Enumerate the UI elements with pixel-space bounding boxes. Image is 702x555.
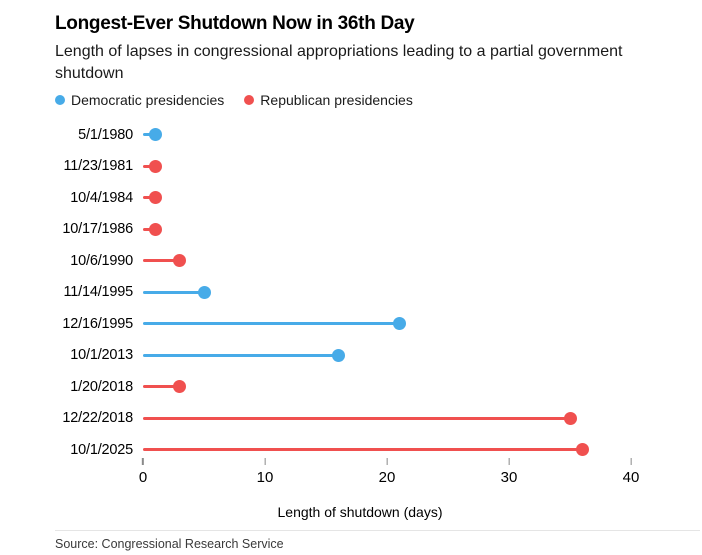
row-track [143, 411, 702, 425]
row-date-label: 10/4/1984 [70, 189, 133, 206]
chart-row: 10/1/2013 [0, 340, 702, 372]
tick-label: 0 [138, 469, 148, 486]
x-axis-label: Length of shutdown (days) [277, 504, 443, 520]
lollipop-dot [575, 443, 589, 457]
lollipop-stem [143, 380, 187, 394]
lollipop-dot [173, 254, 187, 268]
axis-tick: 0 [139, 458, 147, 486]
chart-row: 11/14/1995 [0, 277, 702, 309]
lollipop-stem [143, 317, 406, 331]
tick-label: 10 [256, 469, 274, 486]
lollipop-dot [148, 222, 162, 236]
axis-tick: 40 [622, 458, 640, 486]
tick-mark [264, 458, 266, 465]
row-date-label: 10/6/1990 [70, 252, 133, 269]
legend-item-democratic: Democratic presidencies [55, 92, 224, 108]
legend-label: Republican presidencies [260, 92, 413, 108]
chart-row: 11/23/1981 [0, 151, 702, 183]
tick-mark [386, 458, 388, 465]
lollipop-stem [143, 285, 211, 299]
chart-subtitle: Length of lapses in congressional approp… [55, 43, 623, 82]
row-date-label: 12/16/1995 [62, 315, 133, 332]
democratic-dot-icon [55, 95, 65, 105]
row-track [143, 317, 702, 331]
row-track [143, 128, 702, 142]
lollipop-dot [331, 348, 345, 362]
legend-item-republican: Republican presidencies [244, 92, 413, 108]
lollipop-stem [143, 128, 162, 142]
chart-title: Longest-Ever Shutdown Now in 36th Day [55, 13, 415, 34]
row-date-label: 10/17/1986 [62, 221, 133, 238]
lollipop-stem [143, 348, 345, 362]
footer-divider [55, 530, 700, 531]
row-track [143, 443, 702, 457]
lollipop-dot [173, 380, 187, 394]
chart-row: 12/16/1995 [0, 308, 702, 340]
row-track [143, 222, 702, 236]
row-date-label: 11/23/1981 [63, 158, 134, 175]
lollipop-dot [392, 317, 406, 331]
lollipop-stem [143, 411, 577, 425]
chart-row: 5/1/1980 [0, 119, 702, 151]
row-date-label: 11/14/1995 [63, 284, 134, 301]
lollipop-stem [143, 222, 162, 236]
row-date-label: 1/20/2018 [70, 378, 133, 395]
lollipop-stem [143, 159, 162, 173]
chart-row: 10/4/1984 [0, 182, 702, 214]
tick-label: 30 [500, 469, 518, 486]
chart-row: 1/20/2018 [0, 371, 702, 403]
chart-row: 12/22/2018 [0, 403, 702, 435]
row-date-label: 10/1/2013 [70, 347, 133, 364]
row-date-label: 10/1/2025 [70, 441, 133, 458]
row-track [143, 254, 702, 268]
lollipop-stem [143, 443, 589, 457]
row-track [143, 285, 702, 299]
row-track [143, 159, 702, 173]
axis-tick: 20 [378, 458, 396, 486]
chart-row: 10/17/1986 [0, 214, 702, 246]
lollipop-stem [143, 254, 187, 268]
tick-mark [508, 458, 510, 465]
source-note: Source: Congressional Research Service [55, 537, 284, 551]
republican-dot-icon [244, 95, 255, 105]
lollipop-dot [197, 285, 211, 299]
lollipop-dot [563, 411, 577, 425]
chart-row: 10/6/1990 [0, 245, 702, 277]
row-track [143, 191, 702, 205]
lollipop-dot [148, 159, 162, 173]
tick-label: 20 [378, 469, 396, 486]
lollipop-stem [143, 191, 162, 205]
legend-label: Democratic presidencies [71, 92, 225, 108]
row-date-label: 5/1/1980 [78, 126, 133, 143]
tick-mark [630, 458, 632, 465]
x-axis: 0 10 20 30 40 [139, 458, 639, 488]
row-track [143, 380, 702, 394]
lollipop-dot [148, 191, 162, 205]
tick-label: 40 [622, 469, 640, 486]
lollipop-chart: 5/1/1980 11/23/1981 10/4/1984 10/17/1986 10/… [0, 119, 702, 466]
legend: Democratic presidencies Republican presi… [55, 92, 413, 108]
row-track [143, 348, 702, 362]
row-date-label: 12/22/2018 [62, 410, 133, 427]
axis-tick: 30 [500, 458, 518, 486]
chart-row: 10/1/2025 [0, 434, 702, 466]
tick-mark [142, 458, 144, 465]
lollipop-dot [148, 128, 162, 142]
axis-tick: 10 [256, 458, 274, 486]
